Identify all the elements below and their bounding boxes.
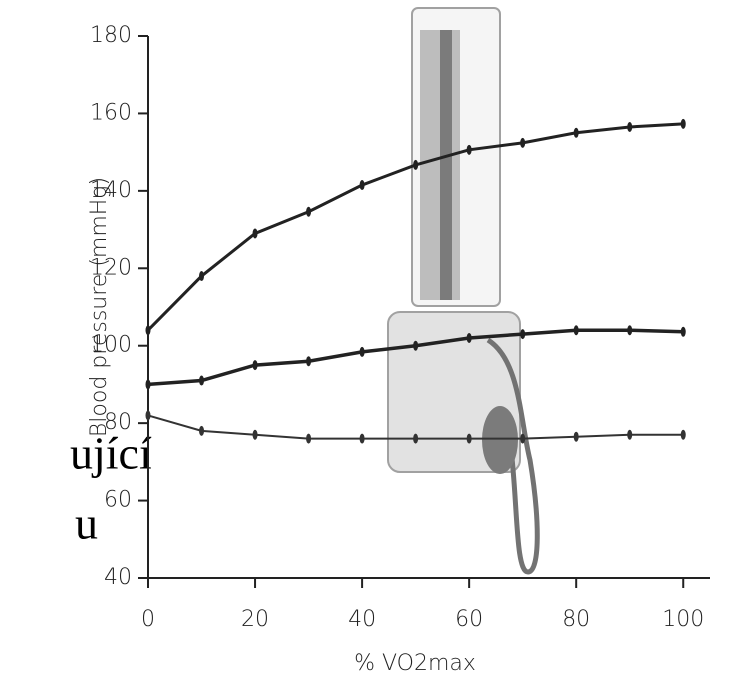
annotation: u xyxy=(75,498,98,549)
data-point xyxy=(145,410,151,421)
data-point xyxy=(680,326,686,337)
data-point xyxy=(306,206,312,217)
data-point xyxy=(413,159,419,170)
data-point xyxy=(252,228,258,239)
data-point xyxy=(573,431,579,442)
data-point xyxy=(627,325,633,336)
y-tick-label: 160 xyxy=(90,100,132,125)
x-tick-label: 60 xyxy=(455,607,483,632)
data-point xyxy=(413,433,419,444)
data-point xyxy=(627,121,633,132)
data-point xyxy=(359,180,365,191)
data-point xyxy=(520,137,526,148)
y-tick-label: 120 xyxy=(90,255,132,280)
data-point xyxy=(466,144,472,155)
data-point xyxy=(680,118,686,129)
data-point xyxy=(252,360,258,371)
data-point xyxy=(359,346,365,357)
x-tick-label: 40 xyxy=(348,607,376,632)
y-axis-label: Blood pressure (mmHg) xyxy=(87,177,112,437)
y-tick-label: 40 xyxy=(104,565,132,590)
x-axis-label: % VO2max xyxy=(354,651,476,676)
data-point xyxy=(199,271,205,282)
data-point xyxy=(466,332,472,343)
data-point xyxy=(627,429,633,440)
y-tick-label: 60 xyxy=(104,488,132,513)
data-point xyxy=(413,340,419,351)
data-point xyxy=(306,433,312,444)
x-tick-label: 80 xyxy=(562,607,590,632)
data-point xyxy=(573,127,579,138)
data-point xyxy=(199,375,205,386)
annotation: ující xyxy=(70,428,152,479)
data-point xyxy=(680,429,686,440)
x-tick-label: 100 xyxy=(662,607,704,632)
data-point xyxy=(252,429,258,440)
y-tick-label: 140 xyxy=(90,178,132,203)
data-point xyxy=(145,379,151,390)
y-tick-label: 80 xyxy=(104,410,132,435)
data-point xyxy=(359,433,365,444)
x-tick-label: 20 xyxy=(241,607,269,632)
data-point xyxy=(466,433,472,444)
sphygmomanometer-illustration xyxy=(387,7,540,575)
y-tick-label: 180 xyxy=(90,23,132,48)
data-point xyxy=(573,325,579,336)
data-point xyxy=(145,325,151,336)
x-tick-label: 0 xyxy=(141,607,155,632)
y-tick-label: 100 xyxy=(90,333,132,358)
data-point xyxy=(520,433,526,444)
data-point xyxy=(306,356,312,367)
data-point xyxy=(520,329,526,340)
data-point xyxy=(199,425,205,436)
